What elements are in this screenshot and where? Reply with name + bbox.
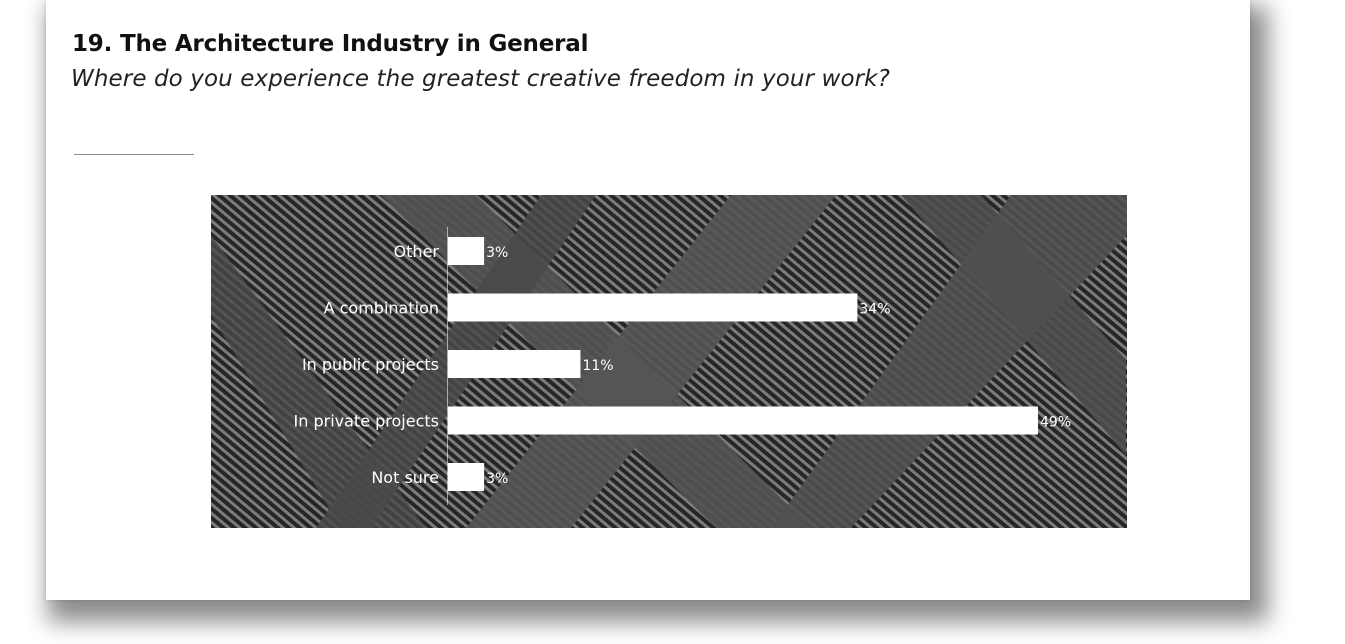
value-label: 3% <box>486 245 508 261</box>
value-label: 34% <box>859 302 890 318</box>
category-label: In private projects <box>294 412 439 431</box>
bar-chart: Other 3% A combination 34% In public project… <box>211 195 1127 528</box>
bar <box>448 463 485 491</box>
category-label: A combination <box>324 299 439 318</box>
bar <box>448 406 1038 435</box>
title-divider <box>74 154 194 155</box>
value-label: 49% <box>1040 415 1071 431</box>
category-label: In public projects <box>302 355 439 374</box>
slide-title: 19. The Architecture Industry in General <box>72 31 589 57</box>
slide-subtitle: Where do you experience the greatest cre… <box>71 66 890 92</box>
bar <box>448 350 581 378</box>
chart-background <box>211 195 1127 528</box>
bar <box>448 293 858 322</box>
category-label: Other <box>394 242 440 261</box>
value-label: 11% <box>582 358 613 374</box>
chart-panel: Other 3% A combination 34% In public project… <box>211 195 1127 528</box>
value-label: 3% <box>486 471 508 487</box>
category-label: Not sure <box>371 468 439 487</box>
slide: 19. The Architecture Industry in General… <box>46 0 1250 600</box>
bar <box>448 237 485 265</box>
